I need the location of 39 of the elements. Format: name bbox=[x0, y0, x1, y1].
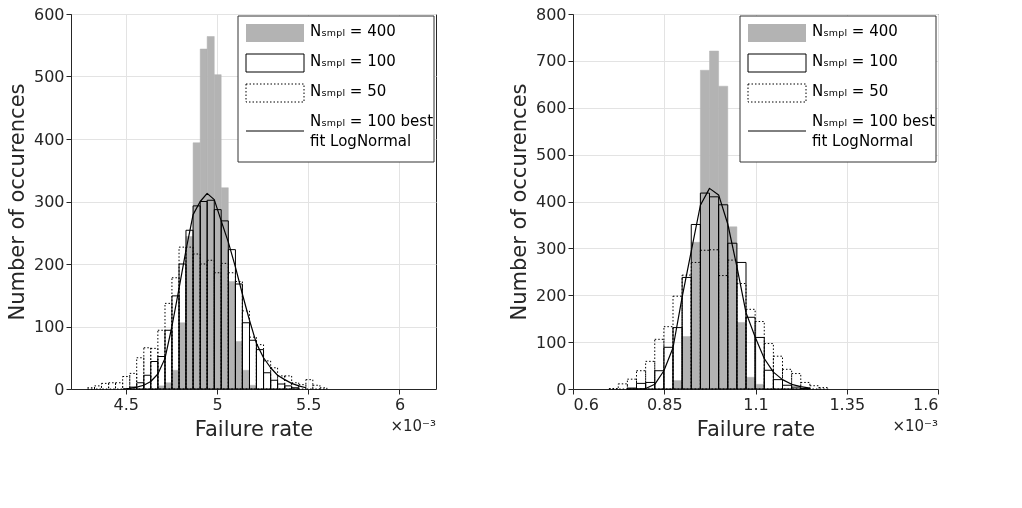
text: ×10⁻³ bbox=[892, 417, 938, 435]
x-tick-label: 1.35 bbox=[829, 394, 866, 414]
y-tick-label: 100 bbox=[33, 317, 65, 336]
y-tick-label: 500 bbox=[33, 67, 65, 86]
x-tick-label: 6 bbox=[394, 394, 406, 414]
x-tick-label: 5 bbox=[212, 394, 223, 414]
y-tick-label: 0 bbox=[556, 379, 567, 399]
legend-label: Nₛₘₚₗ = 100 bbox=[310, 52, 396, 70]
x-axis-title: Failure rate bbox=[194, 416, 314, 441]
text: ×10⁻³ bbox=[390, 417, 436, 435]
legend-label: Nₛₘₚₗ = 400 bbox=[812, 22, 898, 40]
y-tick-label: 200 bbox=[535, 285, 567, 305]
y-tick-label: 500 bbox=[535, 145, 567, 165]
legend-label: Nₛₘₚₗ = 400 bbox=[310, 22, 396, 40]
x-tick-label: 0.85 bbox=[646, 394, 683, 414]
legend-label: Nₛₘₚₗ = 50 bbox=[812, 82, 889, 100]
y-tick-label: 800 bbox=[535, 4, 567, 24]
x-tick-label: 5.5 bbox=[296, 394, 322, 414]
y-tick-label: 200 bbox=[33, 254, 65, 274]
y-tick-label: 600 bbox=[33, 4, 65, 24]
y-axis-title: Number of occurences bbox=[4, 83, 29, 321]
y-tick-label: 100 bbox=[535, 332, 567, 352]
x-tick-label: 0.6 bbox=[573, 394, 599, 414]
y-tick-label: 300 bbox=[33, 192, 65, 211]
x-tick-label: 1.6 bbox=[913, 394, 939, 414]
y-tick-label: 700 bbox=[535, 51, 567, 71]
x-tick-label: 4.5 bbox=[113, 394, 139, 414]
x-tick-label: 1.1 bbox=[743, 394, 769, 414]
y-axis-title: Number of occurences bbox=[506, 83, 531, 321]
y-tick-label: 600 bbox=[535, 98, 567, 118]
y-tick-label: 400 bbox=[33, 129, 65, 149]
legend-label: Nₛₘₚₗ = 100 bbox=[812, 52, 898, 70]
y-tick-label: 300 bbox=[535, 238, 567, 258]
x-axis-title: Failure rate bbox=[696, 416, 816, 441]
y-tick-label: 0 bbox=[54, 379, 65, 399]
legend-label: Nₛₘₚₗ = 100 best fit LogNormal bbox=[812, 112, 936, 150]
y-tick-label: 400 bbox=[535, 192, 567, 211]
legend-label: Nₛₘₚₗ = 50 bbox=[310, 82, 387, 100]
legend-label: Nₛₘₚₗ = 100 best fit LogNormal bbox=[310, 112, 434, 150]
